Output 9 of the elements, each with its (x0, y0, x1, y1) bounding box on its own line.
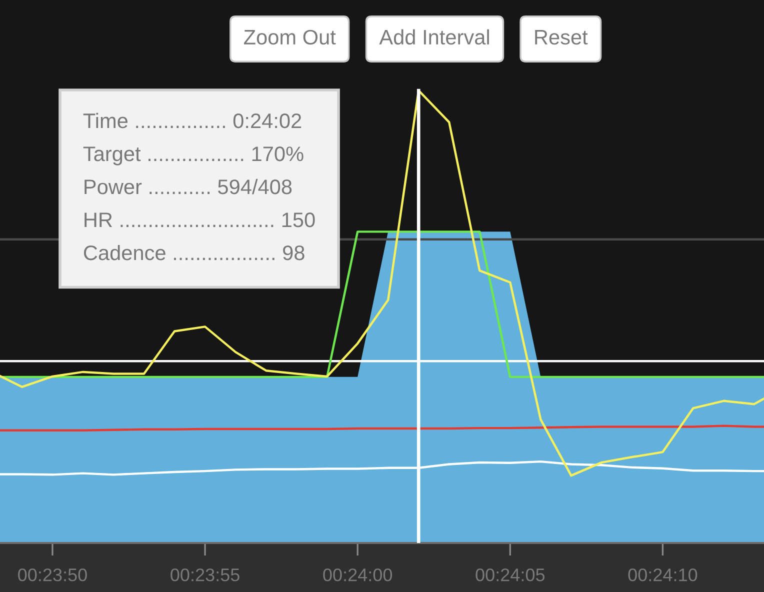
x-tick-label: 00:23:55 (170, 568, 240, 582)
x-tick-label: 00:24:05 (476, 568, 545, 582)
x-tick-label: 00:24:00 (323, 568, 392, 582)
x-tick-label: 00:24:10 (628, 568, 698, 582)
text: Reset (535, 30, 588, 45)
text: Add Interval (379, 29, 489, 45)
annotation: Time ................ 0:24:02 Target ................. 170% Power ........... 594/408 HR ........................... 150 Cadence .................. 98 (83, 112, 315, 260)
text: Zoom Out (244, 30, 336, 45)
x-tick-label: 00:23:50 (18, 568, 87, 582)
